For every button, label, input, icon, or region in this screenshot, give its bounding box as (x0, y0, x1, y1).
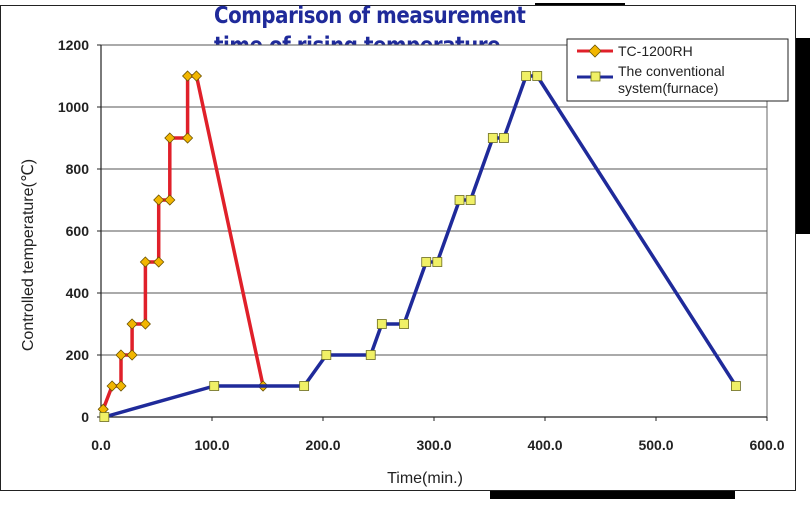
data-point-tc1200rh-2 (115, 380, 127, 392)
data-point-conventional-6 (399, 319, 409, 329)
data-point-conventional-3 (321, 350, 332, 360)
shadow-block-bottom (490, 491, 735, 499)
data-point-tc1200rh-13 (182, 70, 194, 82)
y-tick-label-1000: 1000 (58, 99, 89, 115)
shadow-block-right (796, 38, 810, 234)
data-point-conventional-4 (365, 350, 376, 360)
legend: TC-1200RH The conventional system(furnac… (566, 38, 789, 102)
axes (97, 44, 768, 421)
data-point-conventional-11 (487, 133, 498, 143)
data-point-tc1200rh-14 (190, 70, 203, 82)
data-point-conventional-13 (521, 71, 532, 81)
data-point-tc1200rh-1 (106, 380, 118, 392)
y-tick-label-0: 0 (81, 409, 89, 425)
data-point-tc1200rh-4 (126, 349, 138, 361)
legend-label-tc1200rh: TC-1200RH (618, 43, 693, 59)
data-point-tc1200rh-3 (115, 349, 127, 361)
data-point-conventional-12 (499, 133, 509, 143)
x-tick-label-4: 400.0 (527, 437, 562, 453)
data-point-tc1200rh-12 (182, 132, 194, 144)
x-tick-label-0: 0.0 (91, 437, 111, 453)
data-point-conventional-2 (299, 381, 310, 391)
y-tick-label-600: 600 (66, 223, 90, 239)
x-tick-label-6: 600.0 (749, 437, 784, 453)
data-point-tc1200rh-11 (164, 132, 176, 144)
data-point-conventional-9 (454, 195, 465, 205)
data-point-conventional-10 (465, 195, 476, 205)
tick-labels: 0 200 400 600 800 1000 1200 0.0 100.0 200.0 300.0 4… (58, 37, 785, 453)
x-tick-label-5: 500.0 (638, 437, 673, 453)
legend-box (566, 38, 789, 102)
data-point-tc1200rh-7 (139, 256, 151, 268)
data-point-tc1200rh-10 (164, 194, 176, 206)
data-point-conventional-0 (99, 412, 110, 422)
data-point-conventional-15 (731, 381, 741, 391)
y-tick-label-400: 400 (66, 285, 90, 301)
x-axis-label: Time(min.) (387, 470, 463, 487)
y-axis-label: Controlled temperature(℃) (20, 159, 37, 351)
y-tick-label-200: 200 (66, 347, 90, 363)
y-tick-label-800: 800 (66, 161, 90, 177)
data-point-conventional-8 (432, 257, 443, 267)
x-tick-label-1: 100.0 (194, 437, 229, 453)
data-point-tc1200rh-6 (139, 318, 151, 330)
legend-label-conventional-line-2: system(furnace) (618, 80, 718, 96)
series-line-conventional (103, 74, 738, 419)
series-lines (97, 70, 741, 422)
legend-marker-tc1200rh (588, 44, 602, 58)
data-point-tc1200rh-9 (153, 194, 165, 206)
x-tick-label-3: 300.0 (416, 437, 451, 453)
legend-label-conventional-line-1: The conventional (618, 63, 725, 79)
data-point-conventional-7 (421, 257, 432, 267)
legend-marker-conventional (590, 71, 601, 82)
data-point-conventional-5 (376, 319, 387, 329)
chart-title-line-1: Comparison of measurement (214, 3, 526, 29)
data-point-tc1200rh-5 (126, 318, 138, 330)
data-point-conventional-1 (209, 381, 220, 391)
series-line-tc1200rh (101, 74, 265, 410)
y-tick-label-1200: 1200 (58, 37, 89, 53)
data-point-conventional-14 (532, 71, 543, 81)
x-tick-label-2: 200.0 (305, 437, 340, 453)
data-point-tc1200rh-8 (153, 256, 165, 268)
